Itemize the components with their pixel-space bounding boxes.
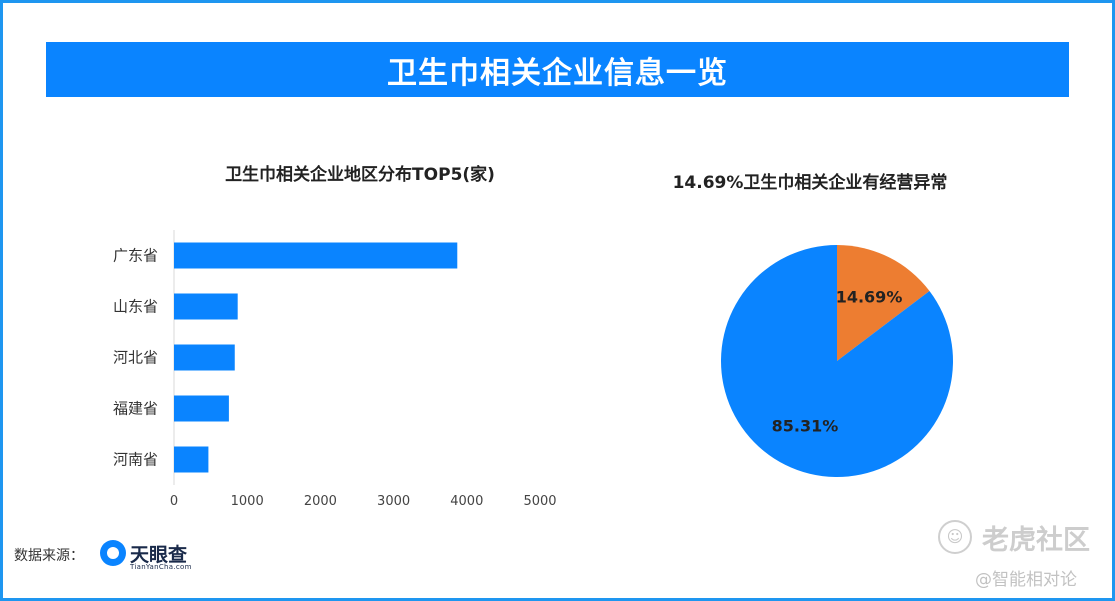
x-tick-label: 0 bbox=[170, 494, 178, 509]
bar bbox=[174, 446, 209, 473]
category-label: 河南省 bbox=[113, 451, 158, 469]
pie-chart: 14.69% 85.31% bbox=[721, 245, 953, 478]
x-tick-label: 4000 bbox=[450, 494, 483, 509]
banner-title: 卫生巾相关企业信息一览 bbox=[46, 42, 1069, 97]
slice-label: 85.31% bbox=[772, 416, 839, 435]
category-label: 山东省 bbox=[113, 298, 158, 316]
watermark-main: 老虎社区 bbox=[982, 525, 1090, 556]
pie-slice bbox=[837, 245, 930, 361]
bar bbox=[174, 242, 458, 269]
category-label: 河北省 bbox=[113, 349, 158, 367]
pie-slice bbox=[721, 245, 953, 478]
slice-label: 14.69% bbox=[836, 288, 903, 307]
logo-name: 天眼查 bbox=[130, 544, 188, 566]
category-label: 福建省 bbox=[113, 400, 158, 418]
bar-chart-title: 卫生巾相关企业地区分布TOP5(家) bbox=[225, 165, 495, 185]
source-label: 数据来源： bbox=[14, 548, 84, 564]
watermark-sub: @智能相对论 bbox=[975, 570, 1077, 590]
category-label: 广东省 bbox=[113, 247, 158, 265]
x-tick-label: 1000 bbox=[231, 494, 264, 509]
eye-icon bbox=[100, 540, 126, 566]
logo-domain: TianYanCha.com bbox=[130, 563, 192, 571]
x-tick-label: 5000 bbox=[523, 494, 556, 509]
x-tick-label: 3000 bbox=[377, 494, 410, 509]
bar bbox=[174, 293, 238, 320]
pie-chart-title: 14.69%卫生巾相关企业有经营异常 bbox=[672, 173, 948, 193]
bar bbox=[174, 395, 229, 422]
tiger-paw-icon: ☺ bbox=[938, 520, 972, 554]
tianyancha-logo: 天眼查 TianYanCha.com bbox=[100, 538, 210, 576]
x-tick-label: 2000 bbox=[304, 494, 337, 509]
bar bbox=[174, 344, 235, 371]
